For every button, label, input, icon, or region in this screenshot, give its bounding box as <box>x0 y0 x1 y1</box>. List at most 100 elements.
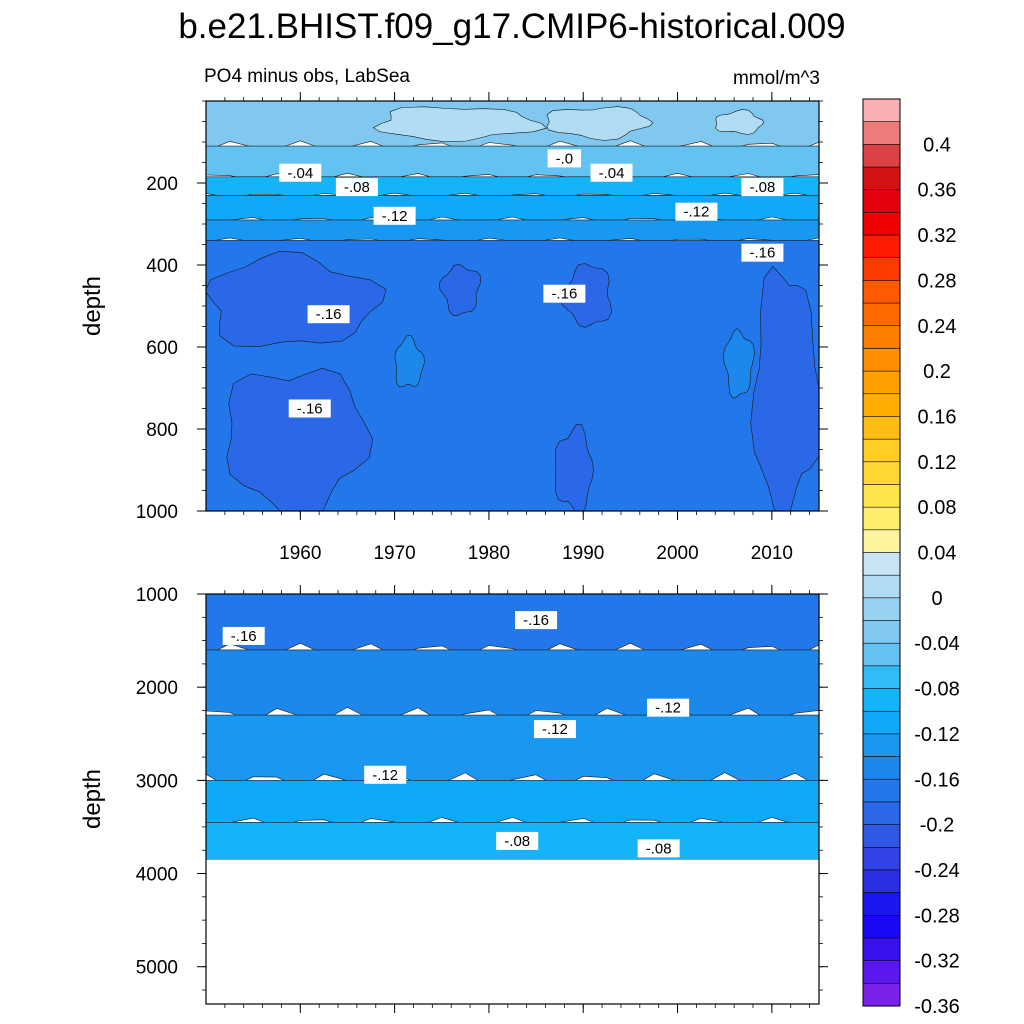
upper-contour-label-box <box>335 178 378 197</box>
upper-x-tick-label: 1980 <box>468 543 510 564</box>
upper-contour-patch <box>394 334 425 388</box>
colorbar-swatch <box>862 325 901 349</box>
colorbar-label: 0.4 <box>923 134 951 156</box>
upper-contour-label-box <box>675 202 718 221</box>
colorbar-swatch <box>862 620 901 644</box>
upper-x-tick-label: 1990 <box>562 543 604 564</box>
colorbar-swatch <box>862 914 901 939</box>
lower-contour-label: -.08 <box>496 831 539 850</box>
colorbar-label: 0.04 <box>918 543 957 565</box>
colorbar-label: -0.32 <box>914 951 960 973</box>
colorbar-swatch <box>862 416 901 440</box>
colorbar-swatch <box>862 166 901 191</box>
upper-contour-patch <box>715 109 765 135</box>
upper-contour-label-text: -.12 <box>683 204 709 221</box>
upper-contour-label-box <box>547 149 582 168</box>
lower-contour-label-box <box>364 765 407 784</box>
chart-subtitle-left: PO4 minus obs, LabSea <box>204 66 410 87</box>
upper-y-tick-label: 800 <box>146 420 178 441</box>
lower-contour-label-text: -.08 <box>504 833 530 850</box>
upper-x-tick-label: 1960 <box>279 543 321 564</box>
colorbar-swatch <box>862 484 901 508</box>
upper-contour-label: -.08 <box>335 178 378 197</box>
colorbar-swatch <box>862 257 901 281</box>
colorbar-swatch <box>862 393 901 417</box>
upper-contour-patch <box>439 263 481 316</box>
upper-y-tick-label: 1000 <box>136 502 178 523</box>
lower-contour-label-text: -.08 <box>646 840 672 857</box>
colorbar-swatch <box>862 506 901 531</box>
lower-contour-label-box <box>637 839 680 858</box>
colorbar-label: -0.16 <box>914 769 960 791</box>
upper-contour-label-text: -.04 <box>287 165 313 182</box>
colorbar-label: 0.2 <box>923 361 951 383</box>
upper-contour-label-box <box>279 163 322 182</box>
upper-contour-label-text: -.16 <box>551 286 577 303</box>
colorbar-label: -0.36 <box>914 996 960 1018</box>
upper-contour-label-box <box>543 284 586 303</box>
colorbar-swatch <box>862 710 901 735</box>
colorbar-swatch <box>862 348 901 372</box>
colorbar-label: -0.12 <box>914 724 960 746</box>
lower-y-tick-label: 3000 <box>136 771 178 792</box>
upper-y-tick-label: 200 <box>146 174 178 195</box>
upper-depth-panel: -.04 -.08 -.12 -.16 -.16 -.0 -.04 -.12 -.16 -.08 -… <box>79 92 828 564</box>
lower-contour-label-text: -.16 <box>523 612 549 629</box>
colorbar-swatch <box>862 960 901 984</box>
lower-contour-label-box <box>647 698 690 717</box>
upper-y-axis-label: depth <box>79 276 106 336</box>
lower-y-tick-label: 1000 <box>136 585 178 606</box>
colorbar-swatch <box>862 280 901 304</box>
colorbar-swatch <box>862 665 901 690</box>
lower-y-tick-label: 5000 <box>136 958 178 979</box>
units-label: mmol/m^3 <box>733 68 820 89</box>
lower-no-data-region <box>206 859 819 1004</box>
colorbar-swatch <box>862 370 901 395</box>
colorbar: 0.4 0.36 0.32 0.28 0.24 0.2 0.16 0.12 0.08 0.04 0 -… <box>862 98 960 1018</box>
colorbar-label: 0.28 <box>918 270 957 292</box>
upper-contour-patch <box>722 328 755 399</box>
upper-contour-label-text: -.16 <box>749 245 775 262</box>
upper-contour-label: -.08 <box>741 178 784 197</box>
upper-contour-patch <box>372 106 548 143</box>
colorbar-swatch <box>862 189 901 213</box>
upper-contour-label-box <box>741 178 784 197</box>
upper-contour-label: -.04 <box>590 163 633 182</box>
colorbar-label: -0.04 <box>914 633 960 655</box>
colorbar-swatch <box>862 552 901 576</box>
colorbar-swatch <box>862 597 901 622</box>
colorbar-label: 0.36 <box>918 180 957 202</box>
colorbar-swatch <box>862 144 901 168</box>
colorbar-swatch <box>862 846 901 871</box>
upper-x-tick-label: 2010 <box>751 543 793 564</box>
upper-contour-label-text: -.08 <box>344 179 370 196</box>
lower-depth-panel: -.16 -.16 -.12 -.12 -.12 -.08 -.08 1000 2000 300… <box>79 585 828 1013</box>
colorbar-label: 0.16 <box>918 406 957 428</box>
upper-contour-label-text: -.12 <box>382 208 408 225</box>
lower-contour-label-box <box>515 611 558 630</box>
colorbar-frame <box>862 98 901 1007</box>
upper-contour-label: -.12 <box>373 206 416 225</box>
colorbar-swatch <box>862 778 901 803</box>
upper-contour-label-text: -.0 <box>556 150 574 167</box>
colorbar-label: -0.28 <box>914 905 960 927</box>
upper-contour-label-text: -.08 <box>749 179 775 196</box>
colorbar-swatch <box>862 892 901 916</box>
lower-panel-frame <box>205 593 820 1005</box>
lower-band <box>206 780 819 828</box>
lower-contour-label: -.12 <box>533 720 576 739</box>
colorbar-label: -0.08 <box>914 679 960 701</box>
colorbar-swatch <box>862 688 901 712</box>
colorbar-swatch <box>862 824 901 848</box>
colorbar-label: 0 <box>931 588 942 610</box>
lower-contour-label: -.16 <box>515 611 558 630</box>
upper-contour-label: -.12 <box>675 202 718 221</box>
upper-x-tick-label: 1970 <box>373 543 415 564</box>
colorbar-swatch <box>862 121 901 145</box>
colorbar-swatch <box>862 937 901 962</box>
upper-band <box>206 219 819 244</box>
upper-contour-label-box <box>288 399 331 418</box>
colorbar-swatch <box>862 438 901 463</box>
colorbar-swatch <box>862 642 901 667</box>
colorbar-label: 0.32 <box>918 225 957 247</box>
